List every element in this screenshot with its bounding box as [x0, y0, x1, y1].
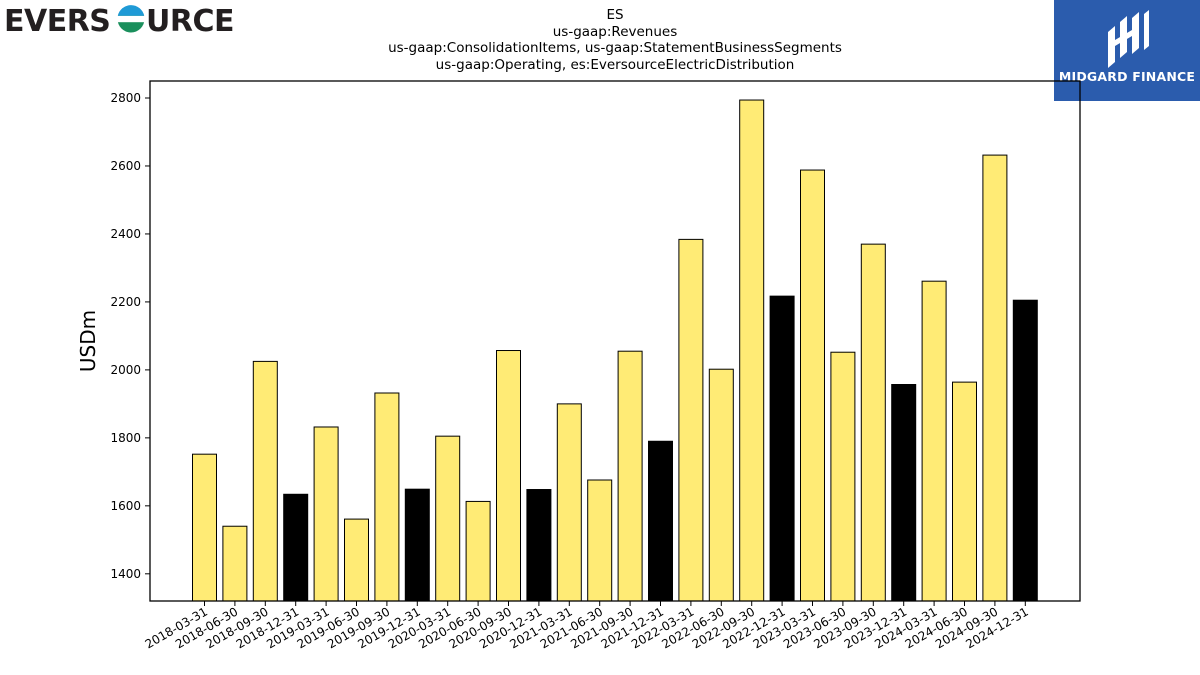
chart-title-line-1: ES: [606, 7, 624, 23]
y-tick-label: 2600: [110, 159, 141, 173]
eversource-o-icon: [117, 5, 145, 33]
bar-2019-06-30: [344, 518, 369, 602]
bar-2022-03-31: [678, 238, 704, 602]
bar-2023-12-31: [891, 384, 917, 602]
chart-title-line-3: us-gaap:ConsolidationItems, us-gaap:Stat…: [388, 40, 842, 56]
chart-title-line-4: us-gaap:Operating, es:EversourceElectric…: [435, 56, 795, 73]
plot-frame: [149, 80, 1081, 602]
bar-2018-03-31: [192, 453, 217, 602]
eversource-logo-text-right: URCE: [146, 4, 234, 36]
bar-2021-12-31: [648, 440, 673, 602]
bar-2024-12-31: [1012, 299, 1038, 602]
midgard-finance-logo: MIDGARD FINANCE: [1054, 0, 1200, 101]
y-tick-label: 1400: [110, 567, 141, 581]
bar-2019-09-30: [374, 392, 400, 602]
bar-2023-03-31: [800, 169, 825, 602]
y-tick-label: 2200: [110, 295, 141, 309]
chart-title-line-2: us-gaap:Revenues: [552, 23, 678, 40]
bar-2024-03-31: [921, 280, 947, 602]
bar-2023-06-30: [830, 351, 856, 602]
bar-2021-03-31: [556, 403, 582, 602]
bar-2018-06-30: [222, 525, 248, 602]
bar-2019-03-31: [313, 426, 339, 602]
y-tick-label: 1800: [110, 431, 141, 445]
bar-2023-09-30: [860, 243, 886, 602]
eversource-logo: EVERS URCE EVERSOURCE: [4, 2, 240, 36]
bar-2020-03-31: [435, 435, 461, 602]
bars-group: [192, 99, 1038, 602]
midgard-finance-label: MIDGARD FINANCE: [1058, 69, 1196, 84]
bar-2020-12-31: [526, 489, 552, 602]
bar-2020-06-30: [465, 500, 491, 602]
bar-2022-06-30: [708, 368, 734, 602]
y-axis-label: USDm: [76, 310, 100, 372]
eversource-logo-text-left: EVERS: [4, 4, 110, 36]
bar-2021-06-30: [587, 479, 613, 602]
y-tick-label: 2000: [110, 363, 141, 377]
y-axis: 1400 1600 1800 2000 2200 2400 2600 2800: [110, 91, 150, 581]
y-tick-label: 1600: [110, 499, 141, 513]
bar-2022-09-30: [739, 99, 765, 602]
bar-2020-09-30: [496, 350, 521, 602]
bar-2022-12-31: [769, 295, 795, 602]
bar-2018-09-30: [252, 360, 278, 602]
x-axis: 2018-03-312018-06-302018-09-302018-12-31…: [143, 601, 1031, 651]
bar-2019-12-31: [404, 488, 430, 602]
bar-2024-06-30: [952, 381, 977, 602]
y-tick-label: 2800: [110, 91, 141, 105]
chart-title: ES us-gaap:Revenues us-gaap:Consolidatio…: [300, 7, 930, 73]
bar-2021-09-30: [617, 350, 643, 602]
bar-2024-09-30: [982, 154, 1008, 602]
bar-2018-12-31: [283, 493, 309, 602]
y-tick-label: 2400: [110, 227, 141, 241]
midgard-mark-icon: [1108, 10, 1149, 68]
